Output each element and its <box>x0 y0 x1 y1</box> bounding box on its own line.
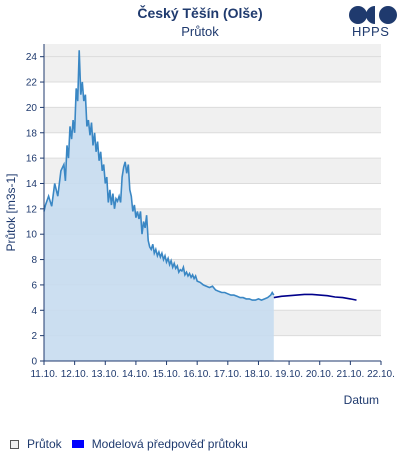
y-tick-label: 14 <box>26 179 38 190</box>
hpps-logo <box>348 5 398 41</box>
x-tick-label: 15.10. <box>153 369 181 380</box>
x-tick-label: 22.10. <box>367 369 395 380</box>
grid-band <box>44 56 381 83</box>
y-tick-label: 8 <box>31 255 37 266</box>
observed-line <box>43 50 275 301</box>
observed-area <box>44 50 274 362</box>
chart-subtitle: Průtok <box>181 24 219 39</box>
x-tick-label: 20.10. <box>306 369 334 380</box>
y-tick-label: 24 <box>26 52 38 63</box>
y-tick-label: 16 <box>26 154 38 165</box>
x-tick-label: 11.10. <box>30 369 57 380</box>
x-tick-label: 17.10. <box>214 369 242 380</box>
y-tick-label: 0 <box>31 357 37 368</box>
x-tick-label: 19.10. <box>275 369 303 380</box>
x-tick-label: 13.10. <box>91 369 119 380</box>
legend-swatch-observed <box>10 439 19 449</box>
chart-title: Český Těšín (Olše) <box>137 5 263 21</box>
hpps-logo-icon <box>349 6 397 24</box>
y-tick-label: 22 <box>26 78 38 89</box>
legend: Průtok Modelová předpověď průtoku <box>10 437 258 451</box>
legend-label-model: Modelová předpověď průtoku <box>91 437 248 451</box>
x-tick-label: 12.10. <box>61 369 89 380</box>
legend-swatch-model <box>71 440 84 448</box>
x-axis-label: Datum <box>344 393 379 407</box>
legend-item-observed[interactable]: Průtok <box>10 437 62 451</box>
logo-text: HPPS <box>352 24 390 39</box>
y-axis-label: Průtok [m3s-1] <box>4 173 18 251</box>
grid-band <box>44 107 381 133</box>
model-line <box>273 293 357 301</box>
y-tick-label: 6 <box>31 280 37 291</box>
y-tick-label: 10 <box>26 230 38 241</box>
y-tick-label: 18 <box>26 128 38 139</box>
y-tick-label: 20 <box>26 103 38 114</box>
x-tick-label: 18.10. <box>245 369 273 380</box>
y-tick-label: 12 <box>26 204 38 215</box>
legend-item-model[interactable]: Modelová předpověď průtoku <box>71 437 248 451</box>
grid-band <box>44 44 381 57</box>
legend-label-observed: Průtok <box>27 437 62 451</box>
y-tick-label: 4 <box>31 306 37 317</box>
x-tick-label: 14.10. <box>122 369 150 380</box>
x-tick-label: 21.10. <box>336 369 364 380</box>
x-tick-label: 16.10. <box>183 369 211 380</box>
y-tick-label: 2 <box>31 331 37 342</box>
